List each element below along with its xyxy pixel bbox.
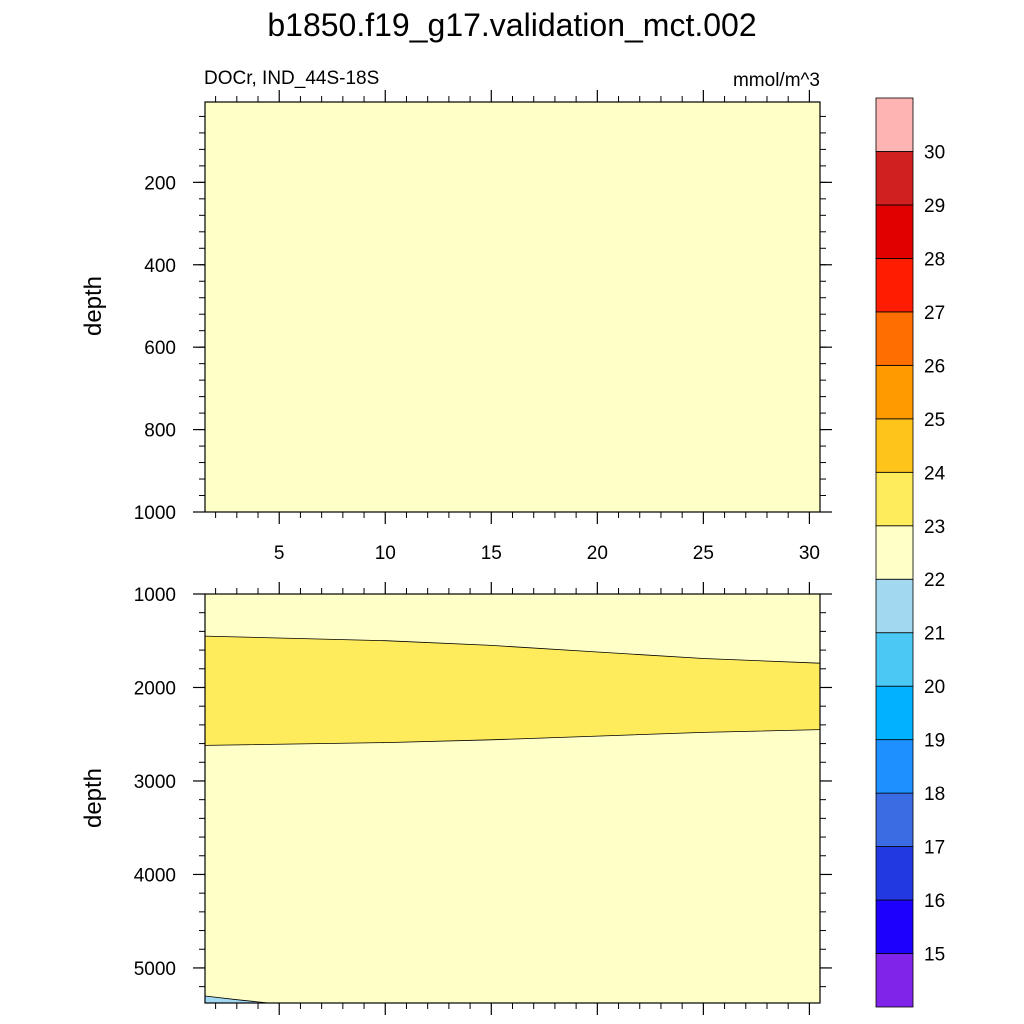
y-tick-label: 800 [144,421,176,442]
colorbar-swatch [875,97,914,152]
y-tick-label: 4000 [134,865,176,886]
colorbar-label: 22 [924,570,945,591]
colorbar-swatch [875,953,914,1008]
x-tick-label: 25 [693,543,714,564]
colorbar-label: 26 [924,356,945,377]
colorbar-label: 15 [924,945,945,966]
colorbar-swatch [875,685,914,741]
x-tick-label: 5 [274,543,285,564]
colorbar-swatch [875,418,914,473]
colorbar-label: 18 [924,784,945,805]
colorbar-swatch [875,525,914,580]
x-tick-label: 20 [587,543,608,564]
colorbar-label: 17 [924,838,945,859]
y-axis-label: depth [80,768,107,828]
colorbar-label: 23 [924,517,945,538]
y-tick-label: 2000 [134,678,176,699]
colorbar-label: 19 [924,731,945,752]
x-tick-label: 10 [375,543,396,564]
colorbar-swatch [875,739,914,794]
y-tick-label: 1000 [134,585,176,606]
colorbar-swatch [875,471,914,527]
colorbar-swatch [875,578,914,634]
y-tick-label: 600 [144,338,176,359]
y-tick-label: 5000 [134,959,176,980]
upper-depth-panel: 200 400 600 800 1000 5 10 15 20 25 30 depth [80,90,832,564]
y-axis-label: depth [80,276,107,336]
units-label: mmol/m^3 [733,70,820,91]
lower-depth-panel: 1000 2000 3000 4000 5000 depth [80,582,832,1015]
colorbar-label: 24 [924,463,946,484]
contour-line [204,995,269,1004]
colorbar: 15 16 17 18 19 20 21 22 23 24 25 26 27 28 29 30 [875,97,946,1008]
colorbar-swatch [875,364,914,420]
colorbar-label: 29 [924,196,945,217]
y-tick-label: 200 [144,173,176,194]
contour-line [204,635,821,664]
colorbar-swatch [875,632,914,687]
colorbar-swatch [875,311,914,366]
x-tick-label: 30 [799,543,820,564]
colorbar-label: 27 [924,303,945,324]
contour-region-23-24 [205,636,820,746]
colorbar-label: 25 [924,410,945,431]
colorbar-label: 20 [924,677,945,698]
colorbar-label: 21 [924,624,945,645]
variable-label: DOCr, IND_44S-18S [204,68,379,89]
colorbar-swatch [875,258,914,313]
colorbar-swatch [875,151,914,206]
y-tick-label: 1000 [134,503,176,524]
x-tick-label: 15 [481,543,502,564]
colorbar-swatch [875,792,914,847]
colorbar-swatch [875,846,914,901]
colorbar-label: 28 [924,249,945,270]
contour-line [204,729,821,746]
colorbar-label: 16 [924,891,945,912]
y-tick-label: 400 [144,256,176,277]
colorbar-swatch [875,204,914,259]
plot-title: b1850.f19_g17.validation_mct.002 [267,7,756,43]
contour-region-21-22 [205,996,269,1003]
colorbar-label: 30 [924,142,945,163]
colorbar-swatch [875,899,914,954]
y-tick-label: 3000 [134,772,176,793]
panel-background [205,102,820,512]
